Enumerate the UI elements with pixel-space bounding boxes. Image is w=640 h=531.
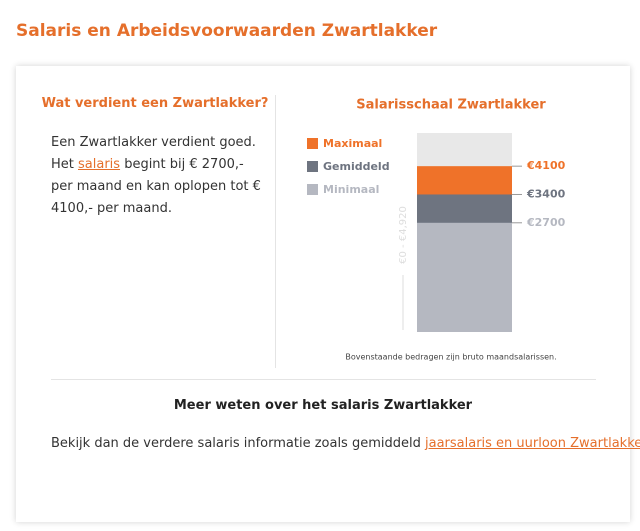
chart-note: Bovenstaande bedragen zijn bruto maandsa… [345,353,556,362]
text: Een Zwartlakker verdient goed. Het [51,135,256,172]
page-title: Salaris en Arbeidsvoorwaarden Zwartlakke… [16,21,438,41]
text: Bekijk dan de verdere salaris informatie… [51,436,425,451]
legend-label: Maximaal [323,137,382,150]
value-label: €3400 [526,187,566,200]
text: begint bij € 2700,- per maand en kan opl… [51,157,261,216]
value-label: €2700 [526,216,566,229]
divider [51,379,596,380]
legend-swatch [307,161,318,172]
legend-swatch [307,184,318,195]
value-label: €4100 [526,159,566,172]
card [16,66,630,522]
bottom-heading: Meer weten over het salaris Zwartlakker [173,398,473,413]
chart-title: Salarisschaal Zwartlakker [356,98,546,113]
divider [275,95,276,368]
legend-swatch [307,138,318,149]
left-heading: Wat verdient een Zwartlakker? [41,96,269,111]
bar [417,222,512,332]
y-axis-label: €0 - €4,920 [398,206,409,264]
legend-label: Gemiddeld [323,160,390,173]
chart: Salarisschaal Zwartlakker Bovenstaande b… [307,98,566,362]
bottom-text: Bekijk dan de verdere salaris informatie… [51,436,640,451]
link[interactable]: jaarsalaris en uurloon Zwartlakker [424,436,640,451]
link[interactable]: salaris [78,157,121,172]
legend-label: Minimaal [323,183,379,196]
paragraph: Een Zwartlakker verdient goed. Het salar… [51,132,263,220]
